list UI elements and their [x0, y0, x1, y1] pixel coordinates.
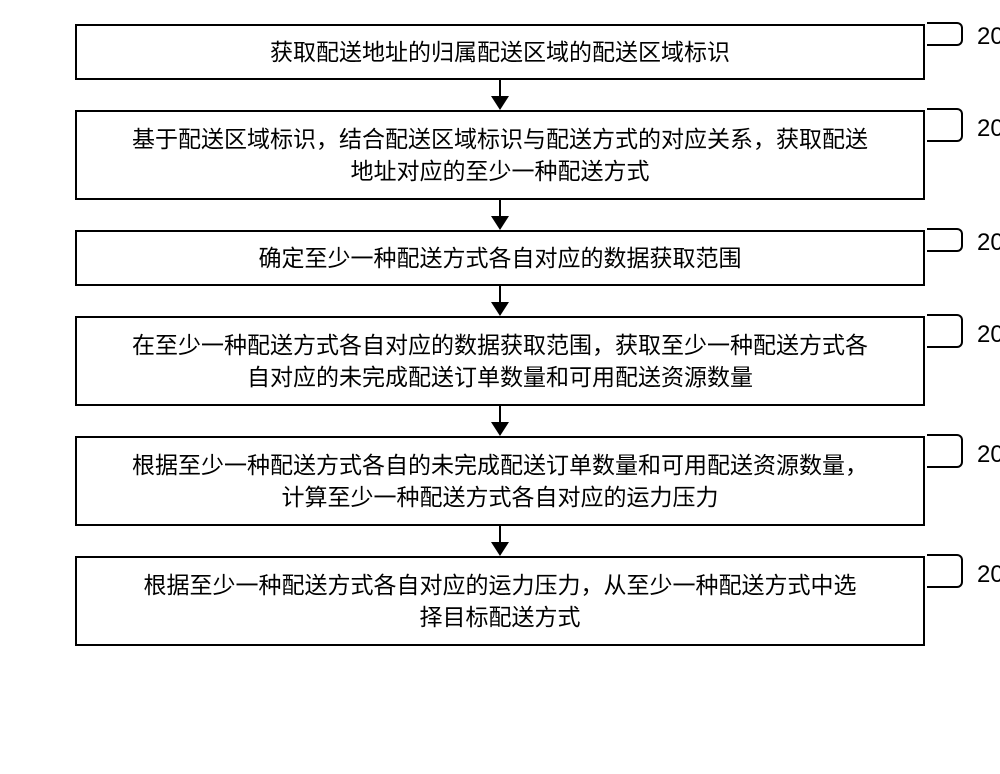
step-label-203: 203	[977, 226, 1000, 260]
flow-row: 根据至少一种配送方式各自对应的运力压力，从至少一种配送方式中选 择目标配送方式2…	[40, 556, 960, 646]
arrow-head-icon	[491, 302, 509, 316]
arrow-head-icon	[491, 216, 509, 230]
step-bracket	[927, 228, 963, 252]
step-bracket	[927, 434, 963, 468]
flow-row: 获取配送地址的归属配送区域的配送区域标识201	[40, 24, 960, 80]
flow-node-text: 获取配送地址的归属配送区域的配送区域标识	[270, 36, 730, 68]
step-label-206: 206	[977, 558, 1000, 592]
flow-node-205: 根据至少一种配送方式各自的未完成配送订单数量和可用配送资源数量， 计算至少一种配…	[75, 436, 925, 526]
flow-node-text: 确定至少一种配送方式各自对应的数据获取范围	[259, 242, 742, 274]
flow-arrow	[491, 80, 509, 110]
flow-node-201: 获取配送地址的归属配送区域的配送区域标识201	[75, 24, 925, 80]
step-bracket	[927, 108, 963, 142]
arrow-head-icon	[491, 422, 509, 436]
step-bracket	[927, 314, 963, 348]
flow-arrow	[491, 406, 509, 436]
flow-row: 根据至少一种配送方式各自的未完成配送订单数量和可用配送资源数量， 计算至少一种配…	[40, 436, 960, 526]
step-bracket	[927, 554, 963, 588]
flow-node-202: 基于配送区域标识，结合配送区域标识与配送方式的对应关系，获取配送 地址对应的至少…	[75, 110, 925, 200]
flow-node-text: 根据至少一种配送方式各自对应的运力压力，从至少一种配送方式中选 择目标配送方式	[144, 569, 857, 633]
flow-row: 确定至少一种配送方式各自对应的数据获取范围203	[40, 230, 960, 286]
flow-arrow	[491, 286, 509, 316]
flow-row: 在至少一种配送方式各自对应的数据获取范围，获取至少一种配送方式各 自对应的未完成…	[40, 316, 960, 406]
arrow-head-icon	[491, 542, 509, 556]
flow-node-203: 确定至少一种配送方式各自对应的数据获取范围203	[75, 230, 925, 286]
flow-arrow	[491, 200, 509, 230]
arrow-head-icon	[491, 96, 509, 110]
flow-node-204: 在至少一种配送方式各自对应的数据获取范围，获取至少一种配送方式各 自对应的未完成…	[75, 316, 925, 406]
step-bracket	[927, 22, 963, 46]
flow-row: 基于配送区域标识，结合配送区域标识与配送方式的对应关系，获取配送 地址对应的至少…	[40, 110, 960, 200]
flow-node-text: 基于配送区域标识，结合配送区域标识与配送方式的对应关系，获取配送 地址对应的至少…	[132, 123, 868, 187]
flow-arrow	[491, 526, 509, 556]
flow-node-206: 根据至少一种配送方式各自对应的运力压力，从至少一种配送方式中选 择目标配送方式2…	[75, 556, 925, 646]
step-label-202: 202	[977, 112, 1000, 146]
flowchart-container: 获取配送地址的归属配送区域的配送区域标识201 基于配送区域标识，结合配送区域标识…	[40, 24, 960, 646]
step-label-201: 201	[977, 20, 1000, 54]
step-label-205: 205	[977, 438, 1000, 472]
step-label-204: 204	[977, 318, 1000, 352]
flow-node-text: 根据至少一种配送方式各自的未完成配送订单数量和可用配送资源数量， 计算至少一种配…	[132, 449, 868, 513]
flow-node-text: 在至少一种配送方式各自对应的数据获取范围，获取至少一种配送方式各 自对应的未完成…	[132, 329, 868, 393]
